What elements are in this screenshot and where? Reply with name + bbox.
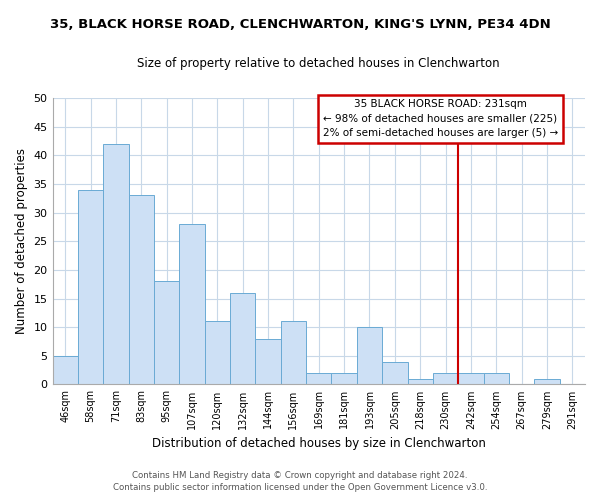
Bar <box>179 224 205 384</box>
Bar <box>433 373 458 384</box>
Bar <box>230 293 256 384</box>
Bar <box>53 356 78 384</box>
Bar <box>103 144 128 384</box>
Bar <box>205 322 230 384</box>
Bar <box>382 362 407 384</box>
Bar <box>281 322 306 384</box>
Bar <box>534 378 560 384</box>
X-axis label: Distribution of detached houses by size in Clenchwarton: Distribution of detached houses by size … <box>152 437 486 450</box>
Bar <box>78 190 103 384</box>
Bar <box>154 282 179 385</box>
Bar <box>458 373 484 384</box>
Text: 35, BLACK HORSE ROAD, CLENCHWARTON, KING'S LYNN, PE34 4DN: 35, BLACK HORSE ROAD, CLENCHWARTON, KING… <box>50 18 550 30</box>
Bar <box>484 373 509 384</box>
Bar <box>331 373 357 384</box>
Bar <box>357 327 382 384</box>
Text: Contains HM Land Registry data © Crown copyright and database right 2024.
Contai: Contains HM Land Registry data © Crown c… <box>113 471 487 492</box>
Text: 35 BLACK HORSE ROAD: 231sqm
← 98% of detached houses are smaller (225)
2% of sem: 35 BLACK HORSE ROAD: 231sqm ← 98% of det… <box>323 99 558 138</box>
Y-axis label: Number of detached properties: Number of detached properties <box>15 148 28 334</box>
Title: Size of property relative to detached houses in Clenchwarton: Size of property relative to detached ho… <box>137 58 500 70</box>
Bar <box>256 338 281 384</box>
Bar <box>407 378 433 384</box>
Bar <box>306 373 331 384</box>
Bar <box>128 196 154 384</box>
